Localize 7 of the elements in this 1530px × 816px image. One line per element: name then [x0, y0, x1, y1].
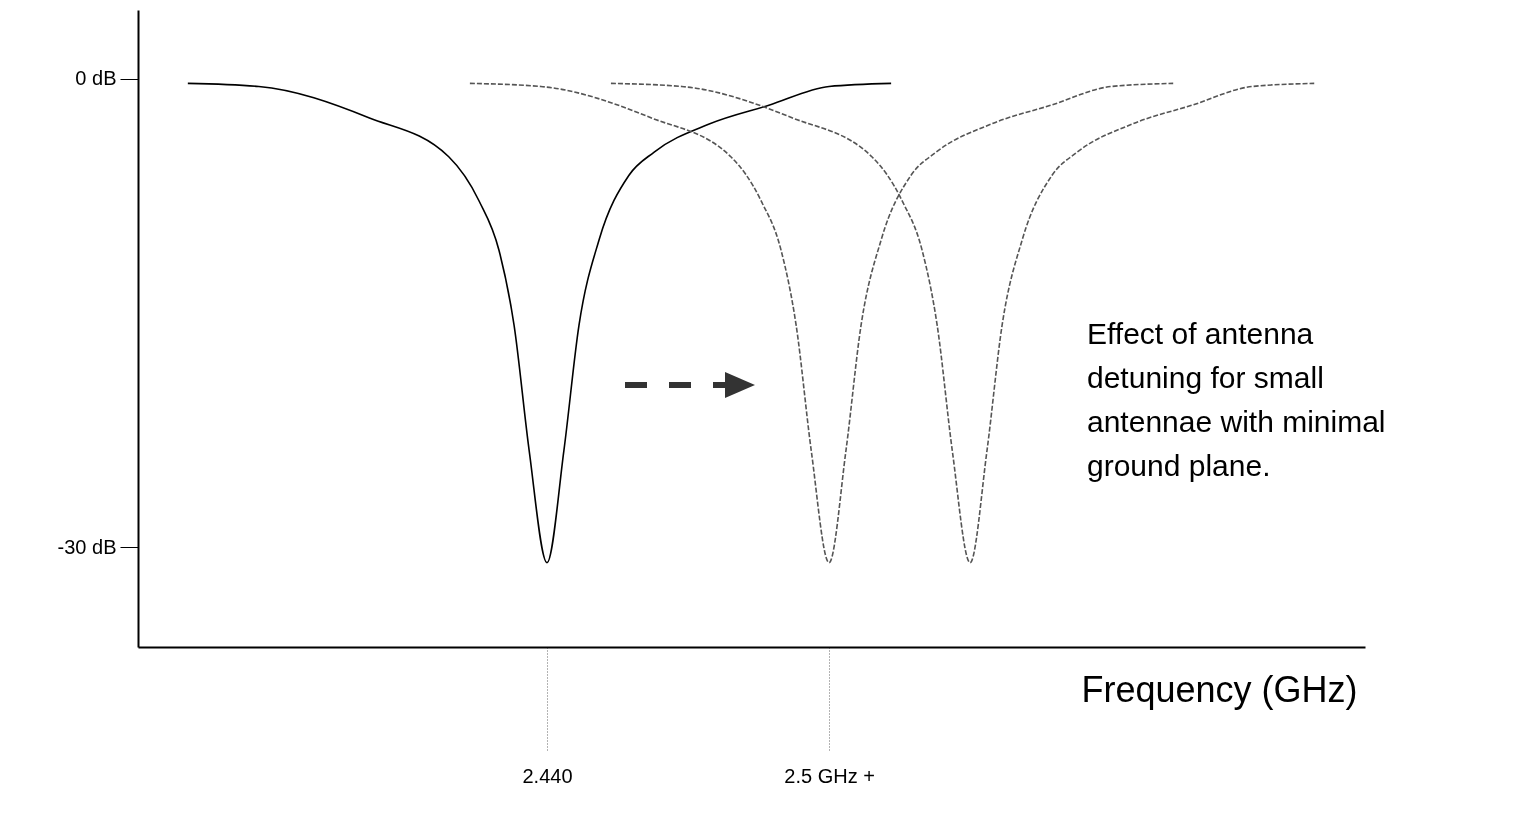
- x-axis-title: Frequency (GHz): [1081, 668, 1358, 710]
- x-tick-label: 2.5 GHz +: [784, 764, 875, 787]
- y-tick-label: -30 dB: [57, 535, 117, 558]
- x-tick-label: 2.440: [522, 764, 573, 787]
- y-tick-label: 0 dB: [75, 67, 117, 90]
- line-series: [187, 82, 892, 564]
- annotation: Effect of antenna detuning for small antennae with minimal ground plane.: [1087, 317, 1386, 482]
